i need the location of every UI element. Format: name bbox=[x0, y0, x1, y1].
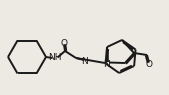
Text: O: O bbox=[146, 60, 152, 69]
Text: N: N bbox=[104, 60, 110, 69]
Text: NH: NH bbox=[48, 53, 62, 63]
Text: O: O bbox=[61, 38, 67, 48]
Text: N: N bbox=[82, 57, 88, 65]
